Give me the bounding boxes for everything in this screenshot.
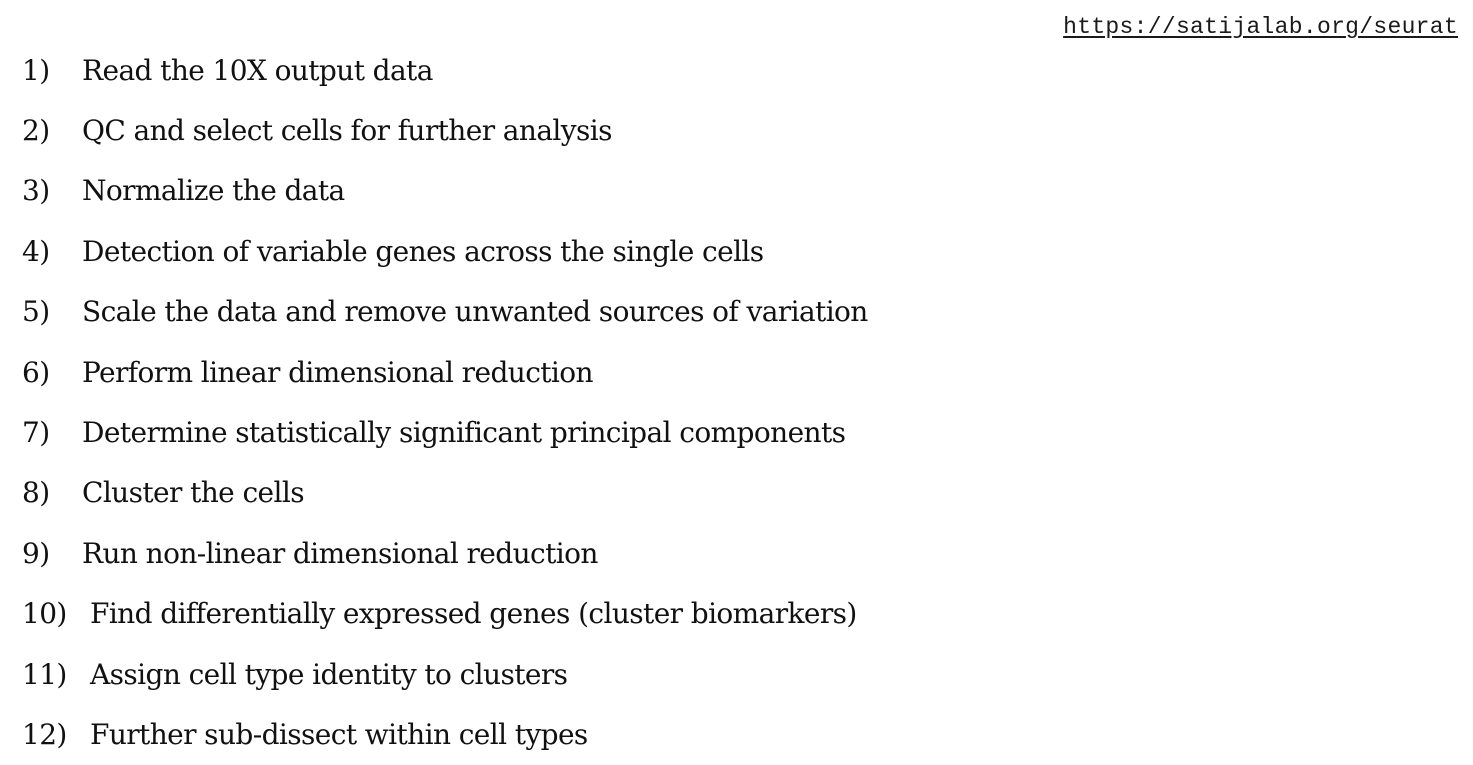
list-item: 7) Determine statistically significant p… <box>22 402 868 462</box>
step-number: 10) <box>22 597 67 631</box>
step-number: 11) <box>22 657 67 691</box>
step-text: Run non-linear dimensional reduction <box>82 536 598 570</box>
list-item: 1) Read the 10X output data <box>22 40 868 100</box>
step-number: 9) <box>22 536 50 570</box>
source-link[interactable]: https://satijalab.org/seurat <box>1063 14 1458 40</box>
step-text: Cluster the cells <box>82 476 305 510</box>
list-item: 10) Find differentially expressed genes … <box>22 584 868 644</box>
step-number: 6) <box>22 355 50 389</box>
list-item: 6) Perform linear dimensional reduction <box>22 342 868 402</box>
step-text: Detection of variable genes across the s… <box>82 234 764 268</box>
list-item: 8) Cluster the cells <box>22 463 868 523</box>
step-text: Scale the data and remove unwanted sourc… <box>82 295 868 329</box>
list-item: 5) Scale the data and remove unwanted so… <box>22 282 868 342</box>
step-text: QC and select cells for further analysis <box>82 114 612 148</box>
step-text: Find differentially expressed genes (clu… <box>90 597 857 631</box>
step-text: Read the 10X output data <box>82 53 433 87</box>
step-text: Assign cell type identity to clusters <box>90 657 568 691</box>
step-text: Perform linear dimensional reduction <box>82 355 594 389</box>
list-item: 3) Normalize the data <box>22 161 868 221</box>
step-text: Further sub-dissect within cell types <box>90 717 588 751</box>
list-item: 9) Run non-linear dimensional reduction <box>22 523 868 583</box>
list-item: 2) QC and select cells for further analy… <box>22 100 868 160</box>
list-item: 11) Assign cell type identity to cluster… <box>22 644 868 704</box>
workflow-steps-list: 1) Read the 10X output data 2) QC and se… <box>22 40 868 765</box>
step-number: 5) <box>22 295 50 329</box>
step-number: 3) <box>22 174 50 208</box>
step-number: 2) <box>22 114 50 148</box>
step-number: 12) <box>22 717 67 751</box>
list-item: 4) Detection of variable genes across th… <box>22 221 868 281</box>
list-item: 12) Further sub-dissect within cell type… <box>22 704 868 764</box>
step-text: Determine statistically significant prin… <box>82 416 846 450</box>
step-number: 8) <box>22 476 50 510</box>
step-number: 1) <box>22 53 50 87</box>
step-number: 4) <box>22 234 50 268</box>
step-number: 7) <box>22 416 50 450</box>
step-text: Normalize the data <box>82 174 345 208</box>
